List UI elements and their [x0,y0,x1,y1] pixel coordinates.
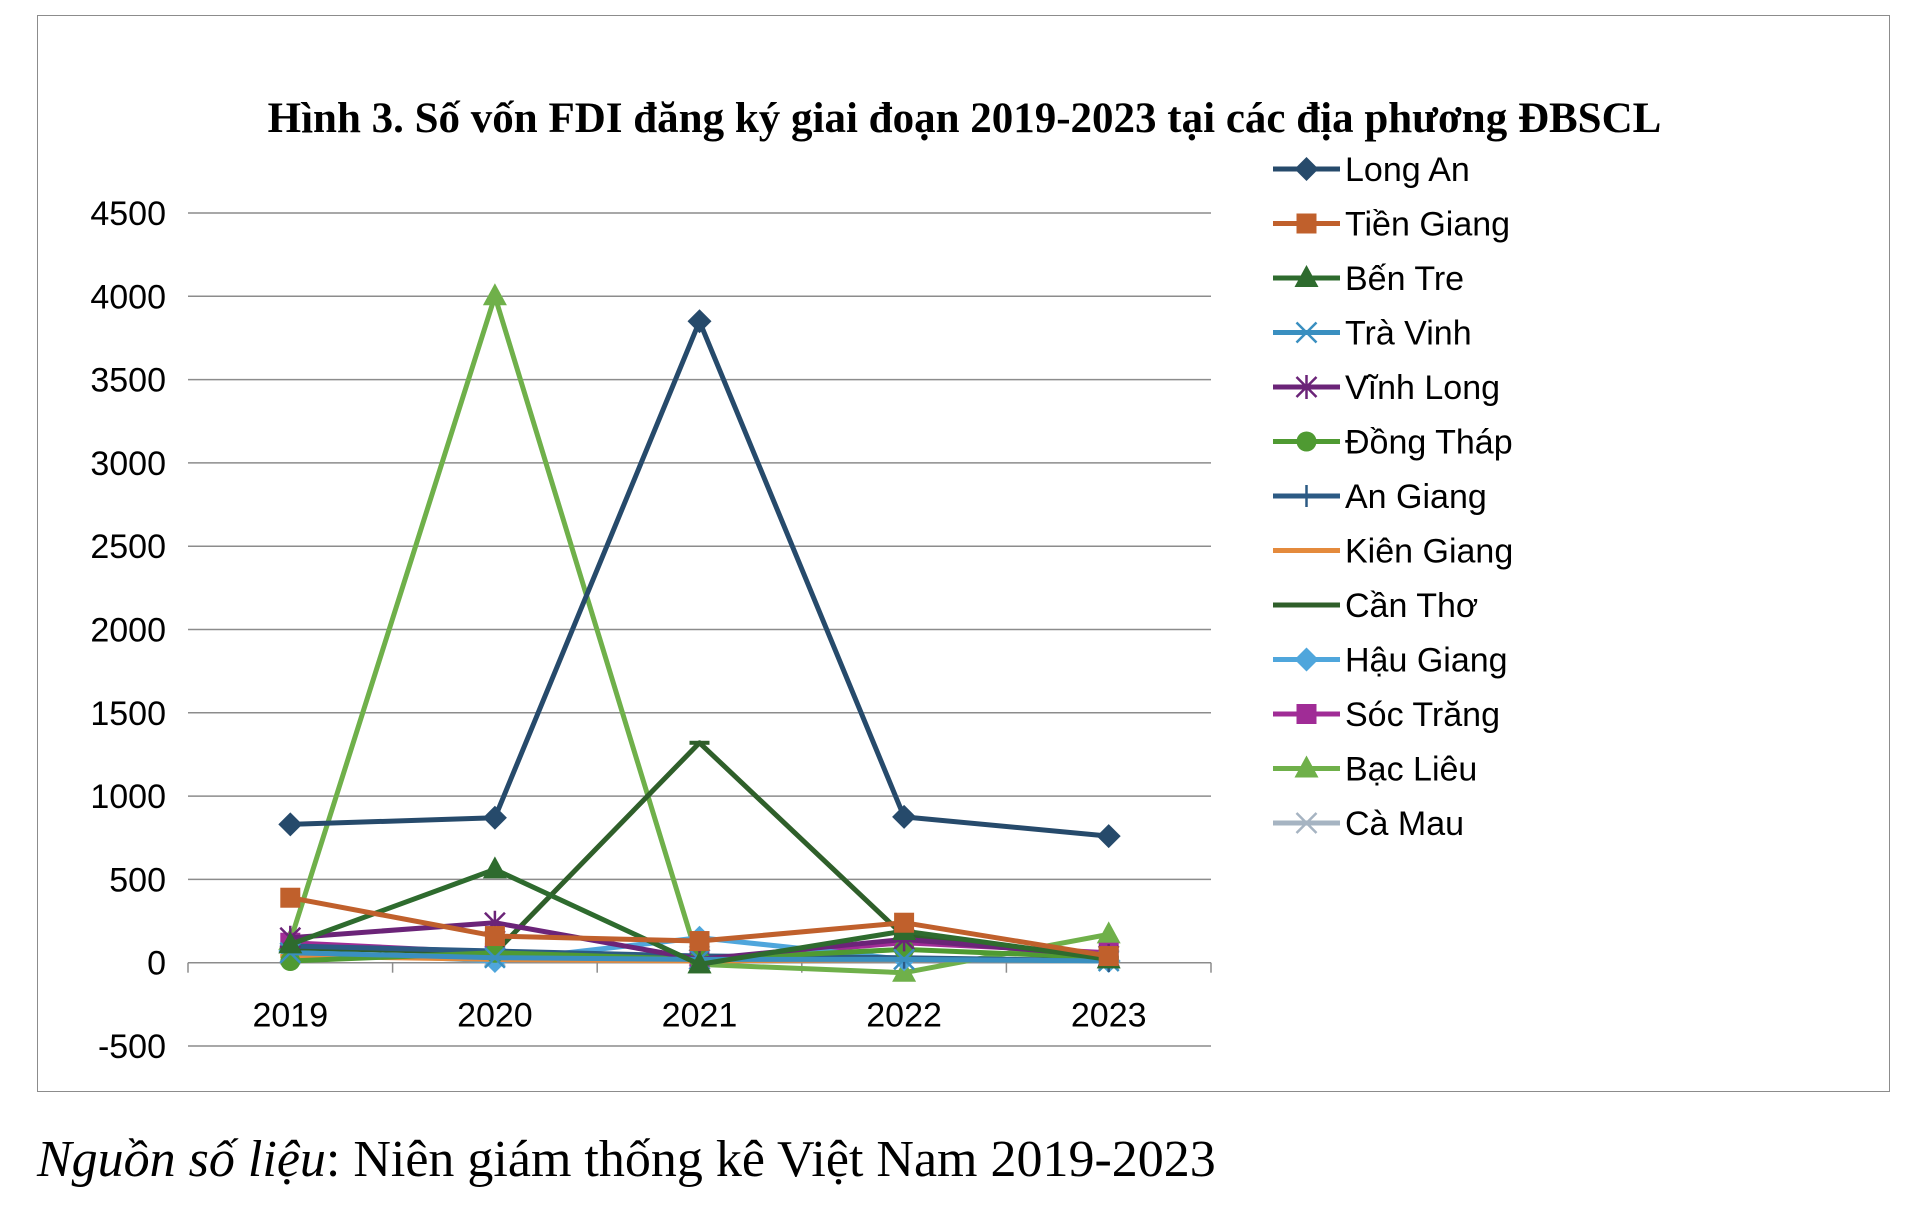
y-tick-label: 1000 [90,778,166,816]
legend-marker [1294,647,1319,672]
legend-item-ben-tre: Bến Tre [1273,260,1464,298]
y-tick-label: 4000 [90,278,166,316]
legend-label: Cần Thơ [1345,587,1478,625]
x-tick-label: 2019 [252,997,328,1035]
legend-item-long-an: Long An [1273,151,1470,189]
data-point-tra-vinh [484,946,506,969]
source-text: : Niên giám thống kê Việt Nam 2019-2023 [325,1131,1216,1188]
source-note: Nguồn số liệu: Niên giám thống kê Việt N… [37,1130,1216,1189]
data-point-long-an [687,309,712,334]
legend-item-tra-vinh: Trà Vinh [1273,315,1472,353]
legend-label: Trà Vinh [1345,315,1472,353]
legend-item-hau-giang: Hậu Giang [1273,642,1508,680]
data-point-long-an [1096,824,1121,849]
legend-marker [1296,548,1317,553]
data-point-bac-lieu [1096,921,1121,944]
legend-marker [1296,704,1317,724]
legend-item-soc-trang: Sóc Trăng [1273,696,1500,734]
legend-item-an-giang: An Giang [1273,478,1487,516]
legend-marker [1294,157,1319,181]
data-point-ben-tre [482,856,507,879]
x-tick-label: 2022 [866,997,942,1035]
source-label: Nguồn số liệu [37,1131,326,1188]
data-point-bac-lieu [482,283,507,306]
legend-item-ca-mau: Cà Mau [1273,805,1464,843]
y-tick-label: 4500 [90,195,166,233]
y-tick-label: 2500 [90,528,166,566]
y-tick-label: 0 [147,945,166,983]
data-point-tra-vinh [893,948,915,971]
data-point-tien-giang [689,931,710,952]
chart-title: Hình 3. Số vốn FDI đăng ký giai đoạn 201… [267,95,1662,142]
legend-label: Bạc Liêu [1345,751,1477,789]
data-point-ben-tre [687,951,712,974]
legend-item-tien-giang: Tiền Giang [1273,206,1510,244]
data-point-tien-giang [280,887,301,908]
legend-label: Long An [1345,151,1470,189]
legend-label: Vĩnh Long [1345,369,1500,407]
legend-item-vinh-long: Vĩnh Long [1273,369,1500,407]
gridlines [188,212,1211,1047]
legend-label: An Giang [1345,478,1487,516]
data-point-long-an [892,804,917,829]
data-point-ben-tre [278,931,303,954]
y-tick-label: 3500 [90,362,166,400]
series-long-an [278,309,1121,849]
legend-marker [1294,755,1319,778]
series-tien-giang [280,887,1119,967]
legend-item-dong-thap: Đồng Tháp [1273,424,1513,462]
data-point-long-an [278,812,303,837]
legend-marker [1296,213,1317,234]
legend-label: Hậu Giang [1345,642,1508,680]
y-tick-label: 500 [109,861,166,899]
y-tick-label: 3000 [90,445,166,483]
x-tick-label: 2021 [662,997,738,1035]
data-point-tien-giang [894,912,915,933]
series-line-bac-lieu [287,293,1110,976]
legend-marker [1296,431,1317,452]
data-point-tien-giang [484,926,505,947]
legend: Long An Tiền Giang Bến Tre Trà Vinh Vĩnh Lon… [1273,151,1513,843]
x-tick-label: 2020 [457,997,533,1035]
legend-label: Tiền Giang [1345,206,1510,244]
series-line-long-an [290,318,1109,839]
legend-label: Sóc Trăng [1345,696,1500,734]
legend-label: Đồng Tháp [1345,424,1513,462]
legend-item-kien-giang: Kiên Giang [1273,533,1513,571]
line-chart: -500 0 500 1000 1500 2000 2500 3000 3500 4000 4500… [90,151,1513,1066]
legend-marker [1295,812,1318,834]
chart-frame: -500 0 500 1000 1500 2000 2500 3000 3500 4000 4500… [37,15,1890,1092]
series-line-can-tho [290,740,1109,961]
legend-label: Kiên Giang [1345,533,1513,571]
y-tick-label: 1500 [90,695,166,733]
legend-item-can-tho: Cần Thơ [1273,587,1478,625]
legend-marker [1295,321,1318,344]
legend-item-bac-lieu: Bạc Liêu [1273,751,1477,789]
data-point-tien-giang [1098,946,1119,967]
data-point-long-an [482,805,507,830]
x-tick-label: 2023 [1071,997,1147,1035]
legend-marker [1294,265,1319,287]
data-point-can-tho [689,740,710,745]
legend-marker [1296,603,1317,607]
legend-label: Bến Tre [1345,260,1464,298]
legend-marker [1295,375,1318,399]
y-tick-label: 2000 [90,612,166,650]
series-bac-lieu [278,283,1121,982]
legend-label: Cà Mau [1345,805,1464,843]
y-tick-label: -500 [98,1028,166,1066]
